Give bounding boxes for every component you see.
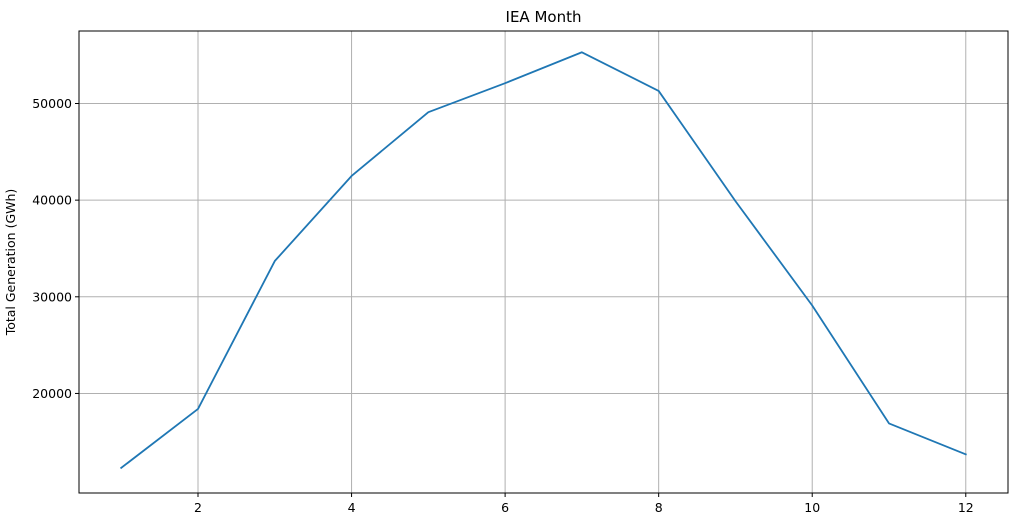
- y-tick-label: 40000: [32, 193, 72, 208]
- x-tick-label: 2: [194, 500, 202, 515]
- y-axis-label: Total Generation (GWh): [3, 189, 18, 337]
- x-tick-label: 8: [655, 500, 663, 515]
- x-tick-label: 4: [348, 500, 356, 515]
- plot-frame: [78, 30, 1009, 494]
- y-tick-label: 30000: [32, 289, 72, 304]
- y-tick-label: 50000: [32, 96, 72, 111]
- chart-title: IEA Month: [506, 8, 582, 26]
- x-tick-label: 12: [958, 500, 974, 515]
- grid-lines: [79, 31, 1008, 493]
- x-tick-label: 6: [501, 500, 509, 515]
- x-tick-label: 10: [804, 500, 820, 515]
- y-tick-label: 20000: [32, 386, 72, 401]
- axis-ticks: 2 4 6 8 10 12 20000 30000 40000 50000: [32, 96, 973, 515]
- series-layer: [119, 51, 967, 470]
- series-line: [119, 51, 967, 470]
